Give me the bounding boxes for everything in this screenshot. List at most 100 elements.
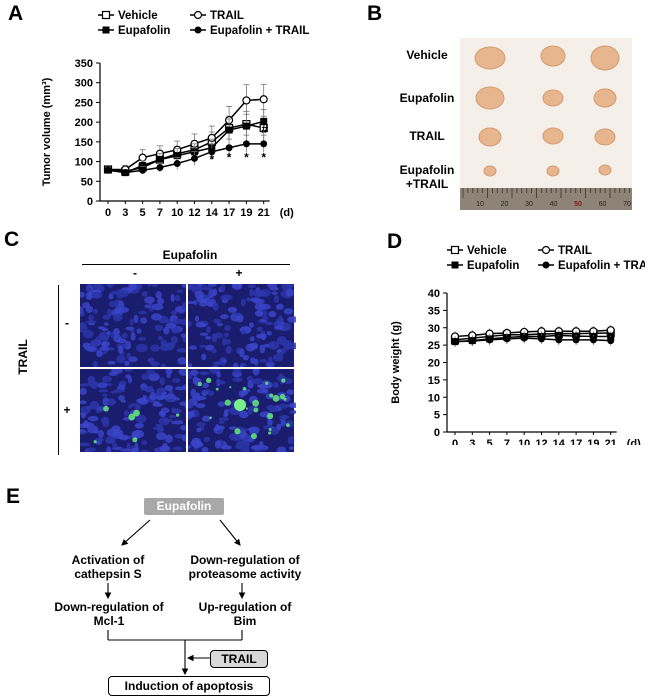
nucleus xyxy=(286,389,295,395)
data-point xyxy=(173,160,181,168)
gfp-signal xyxy=(93,440,97,444)
nucleus xyxy=(222,359,227,363)
gfp-signal xyxy=(103,405,109,412)
nucleus xyxy=(124,360,130,367)
nucleus xyxy=(165,398,177,403)
nucleus xyxy=(112,442,118,448)
nucleus xyxy=(211,333,218,343)
y-tick-label: 100 xyxy=(75,157,93,169)
nucleus xyxy=(286,284,295,288)
legend-label: TRAIL xyxy=(558,245,592,257)
nucleus xyxy=(269,286,279,291)
nucleus xyxy=(239,348,245,358)
nucleus xyxy=(97,326,105,330)
nucleus xyxy=(154,324,163,332)
gfp-signal xyxy=(268,431,272,435)
nucleus xyxy=(288,446,294,450)
data-point xyxy=(589,336,597,344)
nucleus xyxy=(98,429,104,439)
nucleus xyxy=(96,350,103,358)
nucleus xyxy=(185,301,197,305)
nucleus xyxy=(176,348,189,353)
nucleus xyxy=(199,332,209,336)
gfp-signal xyxy=(268,427,272,431)
nucleus xyxy=(171,310,178,315)
nucleus xyxy=(201,446,209,452)
row-minus: - xyxy=(65,316,69,330)
nucleus xyxy=(190,369,199,376)
x-axis-label: (d) xyxy=(280,207,294,219)
nucleus xyxy=(116,385,126,390)
nucleus xyxy=(250,445,262,450)
y-tick-label: 30 xyxy=(428,323,440,335)
nucleus xyxy=(84,345,97,352)
tumor-photo: 10 20 30 40 50 60 70 xyxy=(460,38,632,210)
nucleus xyxy=(137,397,149,405)
data-point xyxy=(259,95,268,104)
nucleus xyxy=(266,405,276,411)
nucleus xyxy=(138,310,148,315)
y-axis-label: Tumor volume (mm³) xyxy=(41,77,53,186)
nucleus xyxy=(174,294,181,301)
gfp-signal xyxy=(269,393,274,398)
nucleus xyxy=(276,318,284,322)
fluorescence-grid xyxy=(80,284,296,452)
tumor-specimen xyxy=(593,88,617,108)
row-label-eupafolin-trail: Eupafolin +TRAIL xyxy=(399,163,455,191)
nucleus xyxy=(156,387,167,394)
nucleus xyxy=(107,398,116,406)
nucleus xyxy=(106,330,111,336)
nucleus xyxy=(98,389,109,393)
nucleus xyxy=(238,410,249,419)
nucleus xyxy=(145,369,156,375)
data-point xyxy=(260,117,268,125)
nucleus xyxy=(232,284,238,288)
panel-b-label: B xyxy=(367,2,383,25)
nucleus xyxy=(232,377,243,382)
nucleus xyxy=(155,423,163,428)
series-line xyxy=(107,120,264,174)
panel-c-label: C xyxy=(4,228,20,251)
nucleus xyxy=(220,294,233,301)
nucleus xyxy=(211,348,217,354)
nucleus xyxy=(259,359,268,363)
y-tick-label: 40 xyxy=(428,288,440,300)
nucleus xyxy=(140,317,148,324)
nucleus xyxy=(159,343,171,351)
x-tick-label: 5 xyxy=(487,438,493,445)
nucleus xyxy=(148,372,160,382)
data-point xyxy=(242,140,250,148)
nucleus xyxy=(194,315,200,322)
nucleus xyxy=(180,333,187,338)
nucleus xyxy=(111,368,123,374)
data-point xyxy=(138,153,147,162)
data-point xyxy=(555,336,563,344)
nucleus xyxy=(130,332,136,341)
nucleus xyxy=(252,298,265,304)
nucleus xyxy=(263,343,270,348)
nucleus xyxy=(220,284,226,293)
nucleus xyxy=(133,314,139,324)
nucleus xyxy=(278,403,289,409)
nucleus xyxy=(93,360,98,369)
nucleus xyxy=(86,287,92,293)
nucleus xyxy=(101,375,112,383)
nucleus xyxy=(203,436,210,442)
gfp-signal xyxy=(128,413,136,421)
nucleus xyxy=(184,320,192,328)
nucleus xyxy=(123,410,130,417)
nucleus xyxy=(283,308,294,315)
ruler-label: 10 xyxy=(476,201,484,208)
tumor-specimen xyxy=(542,89,564,107)
nucleus xyxy=(247,427,258,431)
nucleus xyxy=(274,325,283,330)
legend-label: Eupafolin + TRAIL xyxy=(558,260,645,272)
nucleus xyxy=(107,360,117,365)
series-line xyxy=(454,332,611,341)
nucleus xyxy=(121,332,128,339)
legend-marker xyxy=(101,10,111,20)
nucleus xyxy=(151,284,158,287)
significance-mark: * xyxy=(227,151,232,165)
nucleus xyxy=(268,310,277,318)
